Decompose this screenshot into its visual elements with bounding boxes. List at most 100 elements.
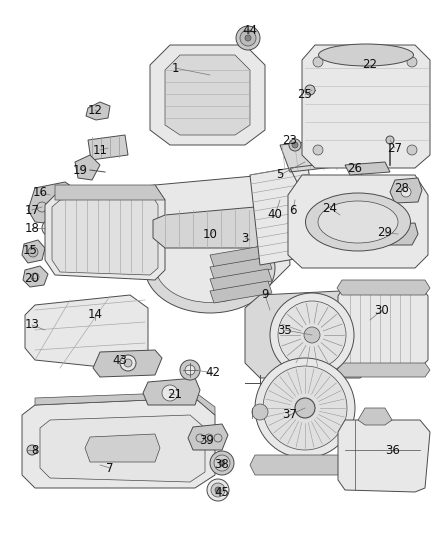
Text: 30: 30 (374, 303, 389, 317)
Circle shape (31, 273, 39, 281)
Polygon shape (85, 434, 160, 462)
Circle shape (185, 365, 195, 375)
Text: 29: 29 (378, 227, 392, 239)
Polygon shape (245, 290, 375, 378)
Text: 22: 22 (363, 59, 378, 71)
Polygon shape (153, 207, 268, 248)
Text: 16: 16 (32, 187, 47, 199)
Ellipse shape (155, 228, 265, 303)
Text: 19: 19 (73, 164, 88, 176)
Circle shape (255, 358, 355, 458)
Circle shape (28, 247, 38, 257)
Circle shape (162, 385, 178, 401)
Circle shape (120, 355, 136, 371)
Text: 43: 43 (113, 353, 127, 367)
Circle shape (214, 455, 230, 471)
Polygon shape (22, 240, 45, 263)
Circle shape (278, 301, 346, 369)
Polygon shape (210, 245, 272, 267)
Polygon shape (338, 420, 430, 492)
Text: 44: 44 (243, 23, 258, 36)
Circle shape (407, 57, 417, 67)
Circle shape (386, 136, 394, 144)
Polygon shape (345, 162, 390, 175)
Text: 12: 12 (88, 103, 102, 117)
Polygon shape (52, 192, 158, 275)
Polygon shape (210, 281, 272, 303)
Polygon shape (150, 45, 265, 145)
Circle shape (211, 483, 225, 497)
Polygon shape (250, 165, 318, 265)
Text: 14: 14 (88, 309, 102, 321)
Polygon shape (210, 257, 272, 279)
Circle shape (313, 57, 323, 67)
Circle shape (401, 187, 411, 197)
Circle shape (42, 220, 58, 236)
Ellipse shape (305, 193, 410, 251)
Text: 10: 10 (202, 229, 217, 241)
Text: 28: 28 (395, 182, 410, 195)
Polygon shape (390, 178, 422, 203)
Polygon shape (302, 45, 430, 168)
Polygon shape (337, 363, 430, 377)
Polygon shape (88, 135, 128, 160)
Text: 15: 15 (23, 244, 37, 256)
Text: 13: 13 (25, 319, 39, 332)
Polygon shape (93, 350, 162, 377)
Circle shape (407, 145, 417, 155)
Circle shape (240, 30, 256, 46)
Text: 27: 27 (388, 141, 403, 155)
Polygon shape (210, 269, 272, 291)
Polygon shape (86, 102, 110, 120)
Circle shape (210, 451, 234, 475)
Polygon shape (338, 285, 428, 368)
Circle shape (292, 142, 298, 148)
Text: 9: 9 (261, 288, 269, 302)
Polygon shape (55, 185, 165, 200)
Text: 36: 36 (385, 443, 400, 456)
Polygon shape (28, 182, 80, 225)
Circle shape (289, 139, 301, 151)
Text: 37: 37 (283, 408, 297, 422)
Circle shape (207, 479, 229, 501)
Polygon shape (382, 223, 418, 245)
Text: 39: 39 (200, 433, 215, 447)
Polygon shape (288, 175, 428, 268)
Circle shape (295, 398, 315, 418)
Polygon shape (23, 266, 48, 287)
Polygon shape (165, 55, 250, 135)
Circle shape (46, 224, 54, 232)
Ellipse shape (318, 201, 398, 243)
Text: 25: 25 (297, 88, 312, 101)
Polygon shape (145, 175, 290, 285)
Polygon shape (358, 408, 392, 425)
Polygon shape (40, 415, 205, 482)
Text: 5: 5 (276, 168, 284, 182)
Polygon shape (35, 392, 215, 415)
Text: 45: 45 (215, 486, 230, 498)
Polygon shape (45, 185, 165, 280)
Text: 38: 38 (215, 458, 230, 472)
Circle shape (245, 35, 251, 41)
Polygon shape (143, 378, 200, 405)
Text: 17: 17 (25, 204, 39, 216)
Polygon shape (250, 455, 360, 475)
Circle shape (393, 229, 403, 239)
Text: 21: 21 (167, 389, 183, 401)
Ellipse shape (318, 44, 413, 66)
Text: 7: 7 (106, 462, 114, 474)
Text: 20: 20 (25, 271, 39, 285)
Text: 23: 23 (283, 133, 297, 147)
Polygon shape (22, 398, 215, 488)
Text: 1: 1 (171, 61, 179, 75)
Polygon shape (337, 280, 430, 295)
Polygon shape (280, 138, 352, 172)
Text: 6: 6 (289, 204, 297, 216)
Text: 35: 35 (278, 324, 293, 336)
Text: 26: 26 (347, 161, 363, 174)
Polygon shape (25, 295, 148, 370)
Text: 42: 42 (205, 367, 220, 379)
Text: 8: 8 (31, 443, 39, 456)
Polygon shape (188, 424, 228, 450)
Circle shape (304, 327, 320, 343)
